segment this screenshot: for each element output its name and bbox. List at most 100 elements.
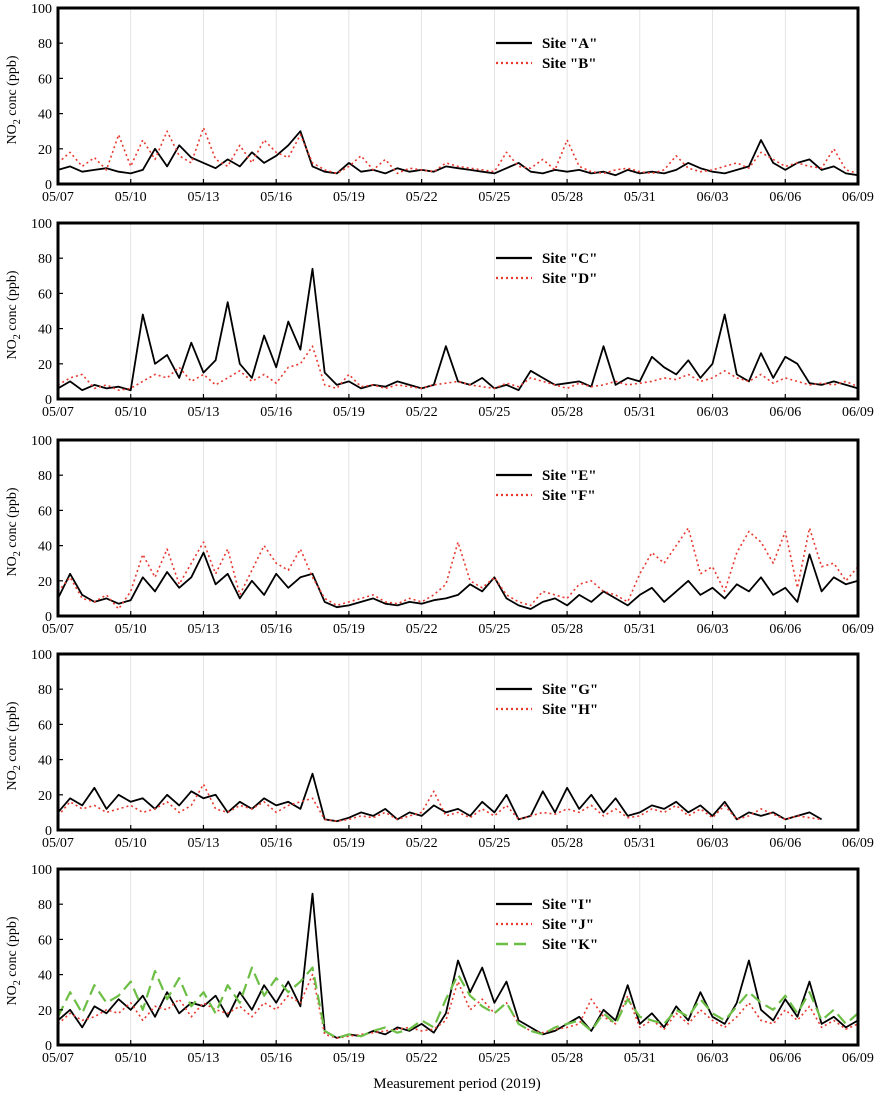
x-tick-label: 05/07 [42, 1051, 74, 1066]
x-tick-label: 05/22 [406, 190, 438, 205]
series-line-3-2 [57, 527, 859, 610]
y-tick-label: 100 [31, 434, 52, 449]
x-tick-label: 05/13 [188, 405, 220, 420]
y-axis-label: NO2 conc (ppb) [5, 487, 23, 576]
x-tick-label: 05/07 [42, 405, 74, 420]
y-tick-label: 100 [31, 217, 52, 232]
x-tick-label: 05/25 [478, 405, 510, 420]
x-tick-label: 05/25 [478, 622, 510, 637]
x-tick-label: 05/07 [42, 836, 74, 851]
x-tick-label: 06/06 [769, 622, 801, 637]
series-line-3-1 [57, 551, 859, 610]
y-tick-label: 0 [45, 393, 52, 408]
series-line-5-3 [57, 966, 859, 1040]
x-tick-label: 05/07 [42, 190, 74, 205]
x-tick-label: 06/09 [842, 836, 874, 851]
x-tick-label: 06/03 [697, 405, 729, 420]
x-tick-label: 05/13 [188, 1051, 220, 1066]
legend: Site "C" Site "D" [496, 251, 597, 287]
series-line-4-1 [57, 772, 823, 823]
plot-frame [56, 438, 860, 618]
x-tick-label: 06/06 [769, 836, 801, 851]
x-tick-label: 06/09 [842, 190, 874, 205]
x-tick-label: 05/22 [406, 622, 438, 637]
y-tick-label: 40 [38, 108, 52, 123]
y-tick-label: 20 [38, 358, 52, 373]
chart-panels: 0 20 40 60 80 100 05/07 05/10 05/13 05/16 05/19 05/… [5, 2, 874, 1066]
chart-panel-5: 0 20 40 60 80 100 05/07 05/10 05/13 05/16 05/19 05/… [5, 863, 874, 1066]
y-tick-label: 0 [45, 824, 52, 839]
y-tick-label: 20 [38, 789, 52, 804]
y-tick-label: 100 [31, 863, 52, 878]
chart-panel-3: 0 20 40 60 80 100 05/07 05/10 05/13 05/16 05/19 05/… [5, 434, 874, 637]
series-line-2-1 [57, 267, 859, 392]
x-tick-label: 06/09 [842, 405, 874, 420]
legend-label: Site "C" [542, 251, 597, 267]
plot-frame [56, 221, 860, 401]
y-tick-label: 100 [31, 648, 52, 663]
y-tick-label: 40 [38, 540, 52, 555]
y-tick-label: 80 [38, 898, 52, 913]
y-axis-label: NO2 conc (ppb) [5, 701, 23, 790]
x-tick-label: 05/31 [624, 622, 656, 637]
x-tick-label: 05/31 [624, 190, 656, 205]
plot-frame [56, 6, 860, 186]
y-tick-label: 0 [45, 178, 52, 193]
x-tick-label: 05/28 [551, 622, 583, 637]
x-tick-label: 06/09 [842, 1051, 874, 1066]
series-line-1-1 [57, 130, 859, 177]
x-tick-label: 05/22 [406, 405, 438, 420]
x-tick-label: 06/03 [697, 190, 729, 205]
y-axis-label: NO2 conc (ppb) [5, 270, 23, 359]
legend: Site "A" Site "B" [496, 36, 597, 72]
x-tick-label: 05/16 [260, 405, 292, 420]
legend: Site "I" Site "J" Site "K" [496, 897, 598, 953]
x-tick-label: 05/28 [551, 836, 583, 851]
y-tick-label: 0 [45, 1039, 52, 1054]
y-axis-label: NO2 conc (ppb) [5, 55, 23, 144]
x-tick-label: 05/19 [333, 405, 365, 420]
series-line-5-2 [57, 973, 859, 1039]
legend-label: Site "E" [542, 468, 597, 484]
legend-label: Site "G" [542, 682, 598, 698]
x-tick-label: 05/10 [115, 405, 147, 420]
y-tick-label: 60 [38, 504, 52, 519]
x-tick-label: 05/07 [42, 622, 74, 637]
x-tick-label: 05/13 [188, 622, 220, 637]
legend: Site "E" Site "F" [496, 468, 597, 504]
chart-panel-2: 0 20 40 60 80 100 05/07 05/10 05/13 05/16 05/19 05/… [5, 217, 874, 420]
x-tick-label: 06/03 [697, 836, 729, 851]
y-tick-label: 80 [38, 37, 52, 52]
y-tick-label: 40 [38, 969, 52, 984]
series-line-5-1 [57, 892, 859, 1039]
legend-label: Site "J" [542, 917, 594, 933]
x-tick-label: 05/28 [551, 405, 583, 420]
x-tick-label: 05/16 [260, 622, 292, 637]
x-tick-label: 05/31 [624, 836, 656, 851]
legend-label: Site "I" [542, 897, 592, 913]
x-tick-label: 05/16 [260, 836, 292, 851]
x-tick-label: 06/06 [769, 1051, 801, 1066]
x-tick-label: 05/13 [188, 190, 220, 205]
y-tick-label: 80 [38, 683, 52, 698]
x-tick-label: 06/03 [697, 622, 729, 637]
x-tick-label: 06/06 [769, 405, 801, 420]
y-tick-label: 60 [38, 287, 52, 302]
x-tick-label: 06/06 [769, 190, 801, 205]
legend-label: Site "A" [542, 36, 597, 52]
x-tick-label: 05/22 [406, 1051, 438, 1066]
y-tick-label: 60 [38, 718, 52, 733]
legend: Site "G" Site "H" [496, 682, 598, 718]
y-tick-label: 80 [38, 469, 52, 484]
y-tick-label: 60 [38, 933, 52, 948]
y-axis-label: NO2 conc (ppb) [5, 916, 23, 1005]
x-tick-label: 05/19 [333, 836, 365, 851]
x-tick-label: 05/13 [188, 836, 220, 851]
x-tick-label: 05/10 [115, 622, 147, 637]
x-tick-label: 05/19 [333, 190, 365, 205]
legend-label: Site "D" [542, 271, 597, 287]
x-tick-label: 05/16 [260, 190, 292, 205]
plot-frame [56, 867, 860, 1047]
y-tick-label: 20 [38, 575, 52, 590]
